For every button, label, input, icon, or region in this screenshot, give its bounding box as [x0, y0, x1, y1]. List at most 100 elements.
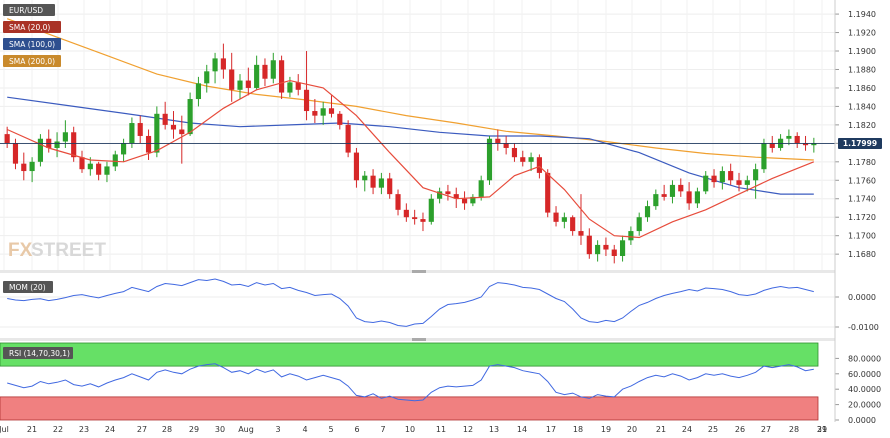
- candle-down: [145, 129, 152, 160]
- candle-body: [270, 60, 276, 79]
- candle-body: [204, 71, 210, 84]
- x-tick-label: 20: [627, 425, 637, 434]
- candle-up: [761, 138, 767, 173]
- rsi-legend[interactable]: RSI (14,70,30,1): [3, 347, 73, 359]
- candle-body: [303, 89, 310, 112]
- candle-down: [179, 115, 185, 164]
- main-y-tick-label: 1.1880: [848, 65, 876, 74]
- candle-body: [744, 180, 750, 185]
- rsi-y-tick-label: 20.0000: [848, 401, 881, 410]
- candle-body: [669, 184, 676, 197]
- candle-down: [162, 101, 168, 130]
- x-tick-label: Aug: [238, 425, 254, 434]
- candle-up: [187, 92, 193, 136]
- candle-body: [71, 132, 77, 158]
- rsi-y-tick-label: 40.0000: [848, 385, 881, 394]
- candle-body: [511, 147, 518, 158]
- momentum-y-tick-label: -0.0100: [848, 323, 879, 332]
- candle-body: [503, 143, 509, 148]
- candle-up: [212, 52, 218, 84]
- candle-body: [37, 138, 44, 162]
- candle-body: [437, 191, 443, 199]
- candle-body: [121, 143, 127, 155]
- svg-text:SMA (20,0): SMA (20,0): [9, 23, 50, 32]
- svg-text:1.17999: 1.17999: [843, 139, 877, 148]
- candle-down: [21, 152, 27, 181]
- candle-body: [794, 135, 800, 144]
- candle-down: [769, 135, 775, 153]
- candle-body: [154, 113, 160, 153]
- candle-body: [753, 169, 759, 181]
- momentum-gridlines: [0, 296, 835, 328]
- x-tick-label: 18: [573, 425, 583, 434]
- legend-sma-20[interactable]: SMA (20,0): [3, 21, 61, 33]
- candle-body: [96, 163, 102, 175]
- main-y-tick-label: 1.1780: [848, 158, 876, 167]
- candle-up: [237, 74, 243, 100]
- legend-sma-100[interactable]: SMA (100,0): [3, 38, 61, 50]
- candle-down: [337, 111, 343, 130]
- pane-resize-handle-2[interactable]: [412, 338, 426, 341]
- x-tick-label: 21: [656, 425, 666, 434]
- candle-up: [204, 64, 210, 93]
- candle-body: [728, 171, 734, 181]
- x-tick-label: 21: [27, 425, 37, 434]
- candle-down: [395, 189, 401, 216]
- candle-up: [121, 138, 127, 162]
- candle-up: [694, 187, 700, 208]
- candle-body: [328, 108, 335, 114]
- candle-down: [461, 191, 468, 210]
- candle-body: [445, 191, 451, 195]
- candle-up: [669, 180, 676, 204]
- candle-up: [29, 157, 35, 183]
- candle-body: [162, 113, 168, 125]
- candle-body: [636, 217, 642, 232]
- candle-body: [520, 157, 526, 162]
- candle-down: [570, 215, 576, 236]
- candle-up: [37, 134, 44, 167]
- candle-body: [229, 69, 235, 90]
- candle-down: [495, 129, 501, 151]
- main-y-tick-label: 1.1820: [848, 121, 876, 130]
- x-tick-label: 30: [215, 425, 225, 434]
- current-price-tag: 1.17999: [838, 137, 882, 149]
- momentum-legend[interactable]: MOM (20): [3, 281, 53, 293]
- candle-body: [736, 180, 742, 185]
- candle-body: [536, 157, 542, 173]
- candle-body: [403, 209, 409, 218]
- x-tick-label: 12: [463, 425, 473, 434]
- rsi-y-axis: 80.0000 60.0000 40.0000 20.0000 0.0000: [835, 354, 881, 425]
- candle-down: [137, 115, 143, 144]
- x-tick-label: 28: [789, 425, 799, 434]
- x-tick-label: 7: [380, 425, 385, 434]
- candle-down: [353, 147, 360, 188]
- candle-body: [461, 198, 468, 204]
- pane-resize-handle-1[interactable]: [412, 270, 426, 273]
- candle-body: [495, 138, 501, 144]
- candle-body: [279, 60, 285, 93]
- candle-down: [96, 161, 102, 181]
- svg-text:SMA (200,0): SMA (200,0): [9, 57, 55, 66]
- legend-eurusd[interactable]: EUR/USD: [3, 4, 55, 16]
- main-y-tick-label: 1.1840: [848, 102, 876, 111]
- candle-down: [328, 95, 335, 118]
- candle-down: [303, 51, 310, 121]
- x-tick-label: 25: [708, 425, 718, 434]
- candle-body: [453, 194, 459, 199]
- candle-body: [644, 206, 651, 218]
- momentum-path: [7, 278, 814, 327]
- candle-up: [129, 117, 135, 148]
- legend-sma-200[interactable]: SMA (200,0): [3, 55, 61, 67]
- candle-up: [811, 137, 817, 153]
- candle-up: [470, 194, 476, 207]
- x-tick-label: 10: [405, 425, 415, 434]
- x-tick-label: 22: [53, 425, 63, 434]
- candle-body: [686, 191, 692, 204]
- candle-body: [129, 123, 135, 144]
- candle-down: [229, 52, 235, 102]
- candle-down: [387, 172, 393, 199]
- candle-down: [420, 212, 426, 232]
- candle-up: [786, 129, 792, 146]
- candle-body: [470, 196, 476, 204]
